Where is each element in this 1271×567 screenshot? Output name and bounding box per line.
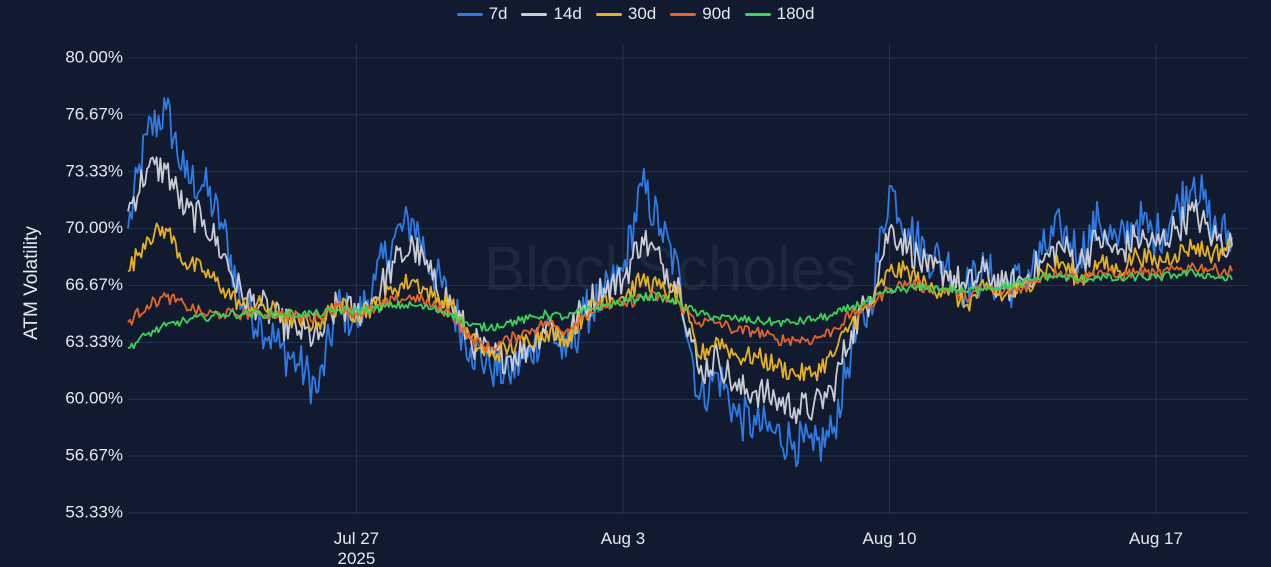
x-tick-label: Aug 17 xyxy=(1129,529,1183,548)
series-line-7d xyxy=(127,97,1233,468)
legend-item-30d[interactable]: 30d xyxy=(595,4,657,24)
legend-label: 180d xyxy=(776,4,815,23)
y-tick-label: 66.67% xyxy=(65,275,123,294)
x-tick-label: Aug 3 xyxy=(601,529,645,548)
y-tick-label: 60.00% xyxy=(65,389,123,408)
series-line-30d xyxy=(127,222,1233,382)
y-axis-ticks: 80.00% 76.67% 73.33% 70.00% 66.67% 63.33% 60.0… xyxy=(65,47,123,521)
x-tick-label: Aug 10 xyxy=(863,529,917,548)
y-tick-label: 80.00% xyxy=(65,47,123,66)
legend-item-14d[interactable]: 14d xyxy=(521,4,582,24)
series-line-14d xyxy=(127,156,1233,425)
chart-legend: 7d 14d 30d 90d 180d xyxy=(0,4,1271,24)
legend-label: 30d xyxy=(627,4,657,23)
x-tick-label: Jul 27 xyxy=(334,529,379,548)
legend-swatch xyxy=(521,12,548,16)
y-tick-label: 70.00% xyxy=(65,218,123,237)
grid xyxy=(128,44,1248,514)
x-tick-sublabel: 2025 xyxy=(338,549,376,567)
y-tick-label: 53.33% xyxy=(65,502,123,521)
series-line-180d xyxy=(127,268,1233,350)
y-tick-label: 73.33% xyxy=(65,161,123,180)
legend-swatch xyxy=(670,12,697,16)
legend-swatch xyxy=(744,12,771,16)
legend-label: 7d xyxy=(488,4,508,23)
legend-swatch xyxy=(456,12,483,16)
legend-item-90d[interactable]: 90d xyxy=(670,4,731,24)
series-lines xyxy=(127,97,1233,468)
y-tick-label: 63.33% xyxy=(65,332,123,351)
legend-label: 14d xyxy=(553,4,582,23)
y-tick-label: 76.67% xyxy=(65,104,123,123)
legend-item-180d[interactable]: 180d xyxy=(744,4,815,24)
y-tick-label: 56.67% xyxy=(65,446,123,465)
y-axis-label: ATM Volatility xyxy=(21,226,42,340)
legend-label: 90d xyxy=(702,4,731,23)
legend-item-7d[interactable]: 7d xyxy=(456,4,508,24)
legend-swatch xyxy=(595,12,622,16)
